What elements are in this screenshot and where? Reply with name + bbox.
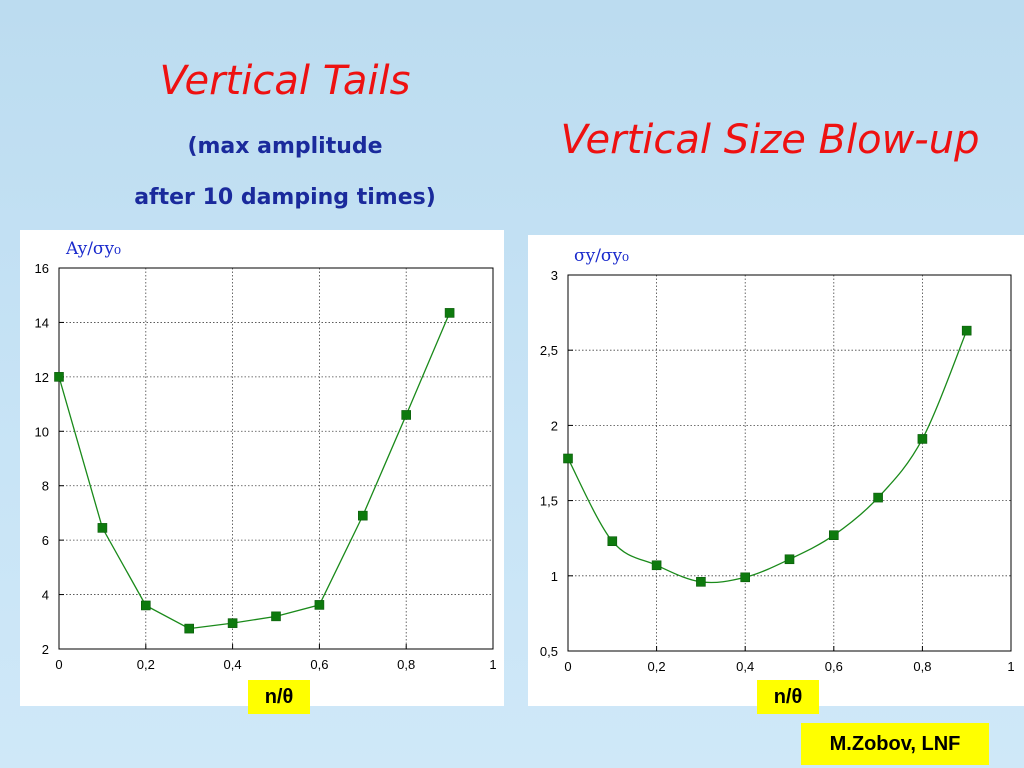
data-point — [97, 523, 108, 533]
data-point — [873, 492, 883, 503]
x-tick-label: 0,6 — [825, 659, 843, 674]
x-tick-label: 0,8 — [397, 657, 415, 672]
data-point — [444, 308, 455, 318]
y-tick-label: 6 — [42, 533, 49, 548]
chart-panel-right: 0 0,2 0,4 0,6 0,8 1 0,5 1 1,5 2 2,5 3 σy/σy₀ — [528, 235, 1024, 706]
subtitle-line-1: (max amplitude — [187, 134, 383, 159]
y-tick-label: 10 — [35, 424, 49, 439]
x-axis-label-left: n/θ — [248, 680, 310, 714]
plot-frame — [58, 267, 494, 650]
y-tick-label: 0,5 — [540, 644, 558, 659]
data-point — [784, 554, 795, 565]
data-point — [357, 510, 368, 521]
series-line — [58, 312, 451, 630]
y-tick-label: 12 — [35, 370, 49, 385]
y-tick-label: 3 — [551, 268, 558, 283]
series-line — [567, 330, 968, 584]
title-vertical-tails: Vertical Tails — [159, 58, 411, 104]
y-axis-label: Ay/σy₀ — [65, 239, 121, 259]
y-tick-label: 1 — [551, 569, 558, 584]
x-tick-label: 0,2 — [648, 659, 666, 674]
data-point — [651, 560, 662, 571]
data-point — [917, 434, 928, 444]
x-tick-label: 0,8 — [913, 659, 931, 674]
x-tick-label: 0 — [55, 657, 62, 672]
y-tick-label: 2 — [551, 418, 558, 433]
data-point — [696, 577, 706, 587]
y-axis-label: σy/σy₀ — [574, 246, 629, 266]
data-point — [271, 611, 281, 622]
x-tick-label: 0 — [564, 659, 571, 674]
y-tick-label: 2,5 — [540, 343, 558, 358]
x-tick-label: 0,4 — [736, 659, 754, 674]
data-point — [227, 618, 238, 628]
y-tick-label: 16 — [35, 261, 49, 276]
chart-vertical-size: 0 0,2 0,4 0,6 0,8 1 0,5 1 1,5 2 2,5 3 σy/σy₀ — [540, 246, 1015, 674]
data-point — [563, 453, 573, 464]
data-point — [184, 623, 194, 634]
y-tick-label: 8 — [42, 479, 49, 494]
title-vertical-size-blow-up: Vertical Size Blow-up — [560, 117, 980, 163]
x-tick-label: 0,6 — [310, 657, 328, 672]
y-tick-label: 1,5 — [540, 494, 558, 509]
author-credit: M.Zobov, LNF — [801, 723, 989, 765]
x-tick-label: 0,4 — [224, 657, 242, 672]
y-tick-label: 14 — [35, 315, 49, 330]
data-point — [141, 600, 151, 611]
data-point — [314, 600, 325, 610]
chart-panel-left: 0 0,2 0,4 0,6 0,8 1 2 4 6 8 10 12 14 16 Ay/σy₀ — [20, 230, 504, 706]
data-point — [961, 325, 972, 336]
data-point — [740, 572, 750, 583]
data-point — [401, 410, 412, 420]
data-point — [607, 536, 618, 547]
x-tick-label: 1 — [489, 657, 496, 672]
x-tick-label: 1 — [1007, 659, 1014, 674]
data-point — [54, 372, 64, 382]
x-tick-label: 0,2 — [137, 657, 155, 672]
y-tick-label: 4 — [42, 588, 49, 603]
plot-frame — [567, 274, 1012, 652]
x-axis-label-right: n/θ — [757, 680, 819, 714]
y-tick-label: 2 — [42, 642, 49, 657]
subtitle-line-2: after 10 damping times) — [134, 185, 436, 210]
data-point — [828, 530, 839, 540]
